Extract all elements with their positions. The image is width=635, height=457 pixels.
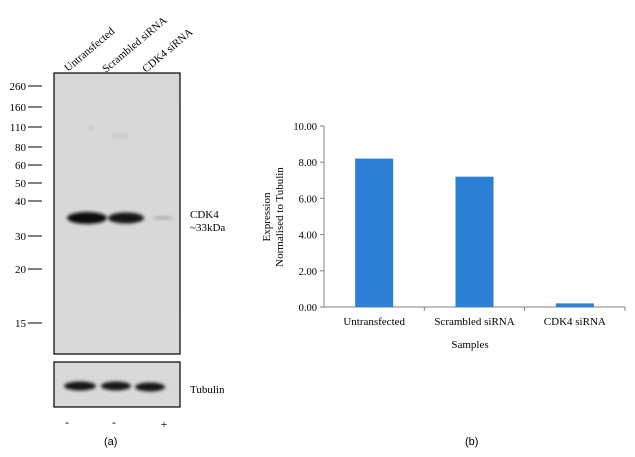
loading-control-label: Tubulin	[190, 384, 225, 396]
x-axis-label: Samples	[451, 339, 488, 351]
y-tick-label: 10.00	[293, 122, 317, 133]
mw-marker-15: 15	[15, 318, 27, 330]
mw-marker-30: 30	[15, 231, 27, 243]
mw-marker-260: 260	[10, 81, 27, 93]
mw-marker-50: 50	[15, 178, 27, 190]
mw-marker-20: 20	[15, 264, 27, 276]
faint-background-band	[110, 134, 130, 138]
x-tick-labels: Untransfected Scrambled siRNA CDK4 siRNA	[343, 316, 606, 328]
mw-marker-ticks	[28, 85, 42, 324]
y-axis-label-line2: Normalised to Tubulin	[274, 167, 286, 267]
mw-marker-60: 60	[15, 160, 27, 172]
y-tick-label: 2.00	[299, 267, 317, 278]
mw-marker-110: 110	[10, 122, 27, 134]
tubulin-band-knockdown	[135, 382, 165, 392]
treatment-mark-untransfected: -	[65, 415, 69, 429]
y-tick-label: 0.00	[299, 303, 317, 314]
x-tick-label: Scrambled siRNA	[434, 316, 514, 328]
chart-bars	[355, 158, 594, 307]
bar-untransfected	[355, 158, 394, 307]
treatment-mark-cdk4-sirna: +	[161, 417, 168, 431]
lane-label-scrambled-sirna: Scrambled siRNA	[100, 14, 169, 75]
bar-cdk4-sirna	[555, 303, 594, 307]
treatment-mark-scrambled: -	[112, 415, 116, 429]
mw-marker-40: 40	[15, 196, 27, 208]
mw-marker-80: 80	[15, 142, 27, 154]
y-axis-label-line1: Expression	[261, 192, 273, 241]
tubulin-band-scrambled	[101, 381, 131, 391]
bar-scrambled-sirna	[455, 176, 494, 307]
x-tick-label: Untransfected	[343, 316, 405, 328]
band-label-cdk4: CDK4	[190, 209, 219, 221]
y-tick-label: 6.00	[299, 194, 317, 205]
cdk4-band-untransfected	[67, 212, 107, 224]
band-label-size: ~33kDa	[190, 222, 225, 234]
expression-bar-chart: 0.00 2.00 4.00 6.00 8.00 10.00 Untransfected S…	[261, 122, 626, 351]
panel-label-a: (a)	[104, 436, 118, 448]
y-tick-label: 4.00	[299, 231, 317, 242]
y-tick-labels: 0.00 2.00 4.00 6.00 8.00 10.00	[293, 122, 317, 314]
panel-label-b: (b)	[465, 436, 479, 448]
cdk4-band-scrambled	[108, 212, 144, 224]
x-tick-label: CDK4 siRNA	[544, 316, 606, 328]
faint-spot	[89, 126, 93, 130]
tubulin-band-untransfected	[64, 381, 96, 391]
western-blot-figure: Untransfected Scrambled siRNA CDK4 siRNA…	[10, 14, 226, 431]
mw-marker-160: 160	[10, 102, 27, 114]
cdk4-band-knockdown	[153, 216, 173, 220]
y-tick-label: 8.00	[299, 158, 317, 169]
